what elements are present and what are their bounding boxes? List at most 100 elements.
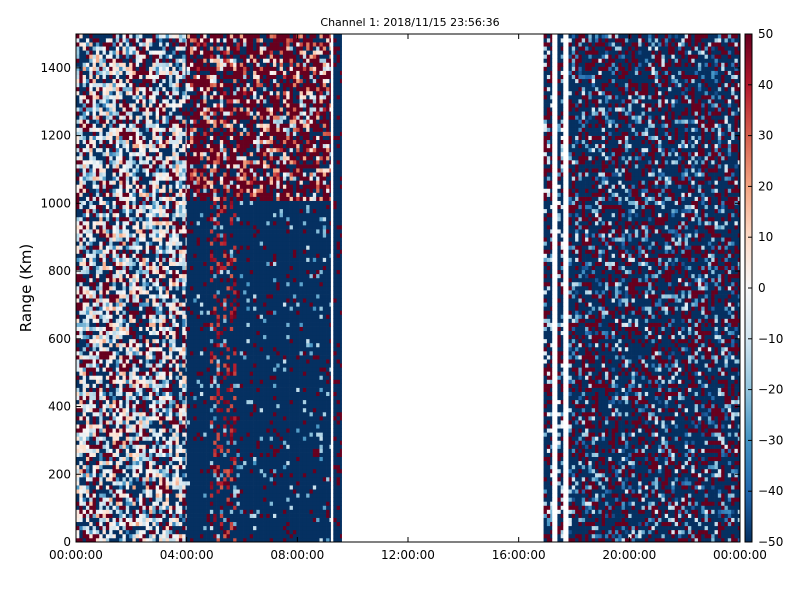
heatmap-cell <box>168 168 173 173</box>
heatmap-cell <box>186 196 191 201</box>
heatmap-cell <box>125 54 130 59</box>
heatmap-cell <box>102 176 107 181</box>
heatmap-cell <box>85 131 90 136</box>
heatmap-cell <box>168 204 173 210</box>
heatmap-cell <box>142 359 147 364</box>
heatmap-cell <box>122 257 127 262</box>
heatmap-cell <box>149 468 153 474</box>
heatmap-cell <box>102 172 107 177</box>
heatmap-cell <box>125 521 130 527</box>
heatmap-cell <box>185 273 188 279</box>
heatmap-cell <box>139 225 143 230</box>
heatmap-cell <box>165 350 170 356</box>
heatmap-cell <box>122 424 127 429</box>
heatmap-cell <box>149 298 153 303</box>
heatmap-cell <box>99 180 103 185</box>
heatmap-cell <box>203 107 207 112</box>
heatmap-cell <box>182 66 186 71</box>
heatmap-cell <box>185 168 188 173</box>
heatmap-cell <box>129 326 133 332</box>
heatmap-cell <box>79 537 83 543</box>
heatmap-cell <box>129 62 133 67</box>
heatmap-cell <box>178 281 183 287</box>
heatmap-cell <box>95 517 100 523</box>
heatmap-cell <box>149 290 153 295</box>
heatmap-cell <box>142 395 147 401</box>
heatmap-cell <box>132 359 137 364</box>
heatmap-cell <box>112 188 117 193</box>
heatmap-cell <box>182 371 186 376</box>
heatmap-cell <box>129 383 133 388</box>
heatmap-cell <box>152 233 157 238</box>
heatmap-cell <box>129 107 133 112</box>
heatmap-cell <box>99 533 103 539</box>
heatmap-cell <box>165 529 170 535</box>
heatmap-cell <box>92 481 97 486</box>
heatmap-cell <box>95 261 100 266</box>
heatmap-cell <box>142 428 147 433</box>
heatmap-cell <box>168 448 173 453</box>
heatmap-segment <box>186 34 331 543</box>
heatmap-cell <box>193 350 197 356</box>
heatmap-cell <box>92 273 97 279</box>
heatmap-cell <box>125 245 130 250</box>
heatmap-cell <box>159 86 163 92</box>
heatmap-cell <box>165 58 170 63</box>
heatmap-cell <box>102 192 107 197</box>
heatmap-cell <box>178 525 183 531</box>
heatmap-cell <box>185 281 188 287</box>
heatmap-cell <box>85 501 90 506</box>
heatmap-cell <box>142 204 147 210</box>
heatmap-cell <box>189 66 194 71</box>
heatmap-cell <box>199 111 204 116</box>
heatmap-cell <box>189 127 194 132</box>
heatmap-cell <box>175 115 180 120</box>
heatmap-cell <box>109 249 113 254</box>
heatmap-cell <box>162 290 166 295</box>
heatmap-cell <box>135 143 140 149</box>
heatmap-cell <box>132 505 137 510</box>
heatmap-cell <box>115 529 120 535</box>
heatmap-cell <box>162 326 166 332</box>
heatmap-cell <box>95 440 100 445</box>
heatmap-cell <box>112 399 117 405</box>
heatmap-cell <box>85 476 90 482</box>
heatmap-cell <box>196 200 201 206</box>
heatmap-cell <box>185 184 188 189</box>
heatmap-cell <box>79 277 83 283</box>
heatmap-cell <box>189 399 194 405</box>
heatmap-cell <box>149 176 153 181</box>
heatmap-cell <box>82 537 87 543</box>
heatmap-cell <box>122 395 127 401</box>
heatmap-cell <box>115 485 120 490</box>
heatmap-cell <box>99 261 103 266</box>
heatmap-cell <box>193 42 197 47</box>
heatmap-cell <box>189 391 194 397</box>
heatmap-cell <box>189 176 194 181</box>
heatmap-cell <box>76 233 80 238</box>
heatmap-cell <box>119 472 123 478</box>
heatmap-cell <box>185 367 188 372</box>
heatmap-cell <box>112 420 117 425</box>
heatmap-cell <box>115 249 120 254</box>
heatmap-cell <box>172 277 176 283</box>
heatmap-cell <box>115 359 120 364</box>
heatmap-cell <box>112 476 117 482</box>
heatmap-cell <box>159 168 163 173</box>
heatmap-cell <box>122 261 127 266</box>
heatmap-cell <box>76 521 80 527</box>
heatmap-cell <box>142 176 147 181</box>
heatmap-cell <box>162 456 166 462</box>
heatmap-cell <box>99 257 103 262</box>
heatmap-cell <box>85 428 90 433</box>
heatmap-cell <box>145 233 150 238</box>
heatmap-cell <box>178 318 183 323</box>
heatmap-cell <box>162 168 166 173</box>
heatmap-cell <box>193 265 197 271</box>
heatmap-cell <box>79 379 83 384</box>
heatmap-cell <box>79 196 83 201</box>
heatmap-cell <box>132 338 137 344</box>
heatmap-cell <box>199 310 204 315</box>
heatmap-cell <box>149 411 153 417</box>
heatmap-cell <box>196 489 201 494</box>
